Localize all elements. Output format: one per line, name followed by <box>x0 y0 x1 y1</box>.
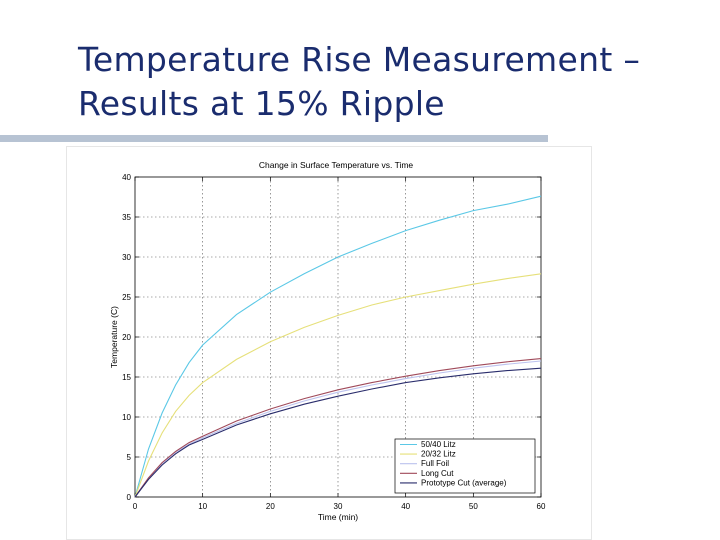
y-tick-label: 35 <box>122 213 131 222</box>
y-tick-label: 25 <box>122 293 131 302</box>
y-tick-label: 5 <box>127 453 132 462</box>
series-line-5 <box>134 367 542 498</box>
slide-title-line-1: Temperature Rise Measurement – <box>78 40 641 79</box>
y-tick-label: 10 <box>122 413 131 422</box>
series-line-4 <box>134 358 542 498</box>
slide-title-line-2: Results at 15% Ripple <box>78 84 445 123</box>
legend-entry: Full Foil <box>421 459 449 468</box>
legend-entry: Prototype Cut (average) <box>421 478 507 487</box>
y-tick-label: 15 <box>122 373 131 382</box>
legend-entry: Long Cut <box>421 469 454 478</box>
series-line-1 <box>134 195 542 498</box>
y-tick-label: 30 <box>122 253 131 262</box>
y-axis-label: Temperature (C) <box>109 306 119 368</box>
x-tick-label: 20 <box>266 502 275 511</box>
series-line-3 <box>134 360 542 498</box>
y-tick-label: 20 <box>122 333 131 342</box>
y-tick-label: 0 <box>127 493 132 502</box>
ticks: 0 10 20 30 40 50 60 0 5 10 15 20 25 30 35 40 <box>122 173 546 511</box>
y-tick-label: 40 <box>122 173 131 182</box>
title-divider <box>0 135 548 142</box>
series-line-2 <box>134 273 542 498</box>
x-tick-label: 50 <box>469 502 478 511</box>
series-lines <box>134 195 542 498</box>
x-axis-label: Time (min) <box>318 512 358 522</box>
x-tick-label: 60 <box>537 502 546 511</box>
x-tick-label: 30 <box>334 502 343 511</box>
slide-margin <box>0 0 66 540</box>
slide-title: Temperature Rise Measurement – Results a… <box>78 38 708 126</box>
x-tick-label: 10 <box>198 502 207 511</box>
legend-entry: 20/32 Litz <box>421 450 456 459</box>
x-tick-label: 40 <box>401 502 410 511</box>
chart-title: Change in Surface Temperature vs. Time <box>259 160 414 170</box>
x-tick-label: 0 <box>133 502 138 511</box>
legend-box <box>394 438 536 494</box>
legend-entry: 50/40 Litz <box>421 440 456 449</box>
